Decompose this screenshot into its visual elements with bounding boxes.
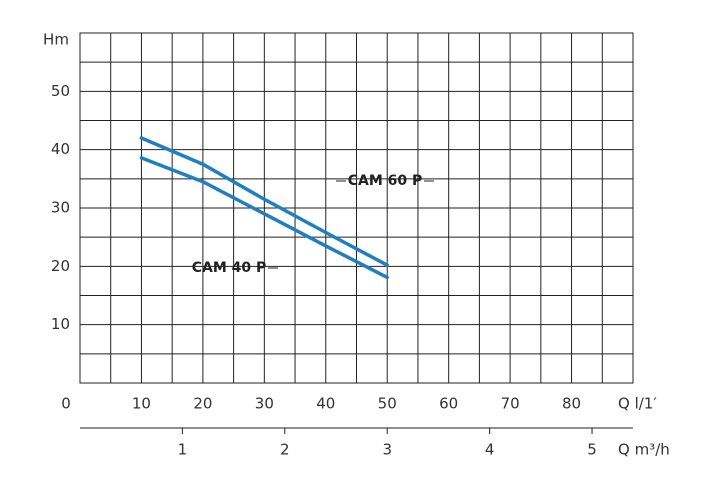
y-tick-label: 30 (51, 199, 70, 217)
x-tick-label: 70 (501, 395, 520, 413)
x-tick-label: 50 (378, 395, 397, 413)
x2-tick-label: 1 (178, 441, 188, 459)
series-line (139, 136, 389, 267)
y-tick-label: 10 (51, 315, 70, 333)
x-tick-label: 60 (439, 395, 458, 413)
y-tick-label: 50 (51, 82, 70, 100)
series-label: CAM 60 P (348, 173, 423, 189)
y-tick-label: 40 (51, 140, 70, 158)
series-label: CAM 40 P (192, 260, 267, 276)
x-tick-label: 40 (316, 395, 335, 413)
x-tick-label: 0 (61, 395, 71, 413)
x-tick-label: 80 (562, 395, 581, 413)
x-tick-label: 30 (255, 395, 274, 413)
x2-tick-label: 2 (280, 441, 290, 459)
series-line (139, 156, 389, 280)
x2-tick-label: 3 (382, 441, 392, 459)
x2-tick-label: 4 (485, 441, 495, 459)
x-tick-label: 20 (193, 395, 212, 413)
x2-axis-label: Q m³/h (618, 441, 670, 459)
x2-tick-label: 5 (587, 441, 597, 459)
y-axis-label: Hm (43, 31, 69, 49)
x-tick-label: 10 (132, 395, 151, 413)
y-tick-label: 20 (51, 257, 70, 275)
x-axis-label: Q l/1′ (618, 395, 657, 413)
